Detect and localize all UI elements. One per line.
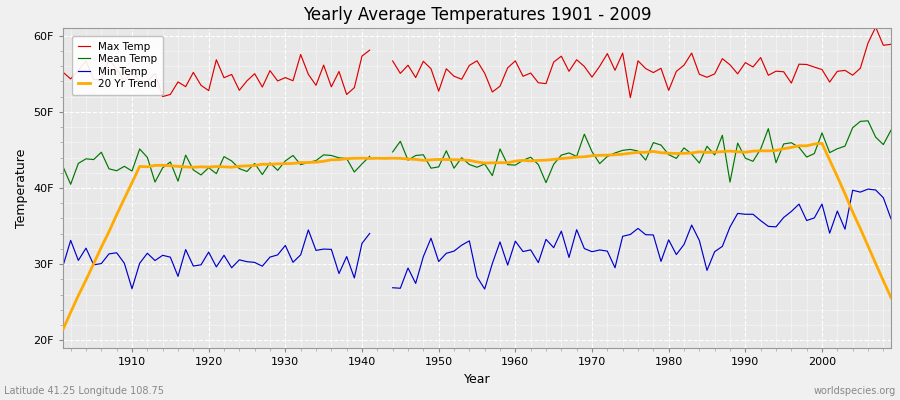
20 Yr Trend bbox=[602, 153, 613, 158]
Max Temp bbox=[119, 79, 130, 84]
Text: Latitude 41.25 Longitude 108.75: Latitude 41.25 Longitude 108.75 bbox=[4, 386, 165, 396]
Max Temp bbox=[518, 74, 528, 79]
Line: 20 Yr Trend: 20 Yr Trend bbox=[63, 143, 891, 330]
Line: Mean Temp: Mean Temp bbox=[63, 121, 891, 184]
Mean Temp bbox=[119, 164, 130, 169]
Y-axis label: Temperature: Temperature bbox=[15, 148, 28, 228]
X-axis label: Year: Year bbox=[464, 372, 490, 386]
20 Yr Trend bbox=[502, 160, 513, 165]
Max Temp bbox=[334, 69, 345, 74]
Mean Temp bbox=[609, 150, 620, 155]
Max Temp bbox=[886, 42, 896, 47]
Max Temp bbox=[510, 58, 521, 63]
Min Temp bbox=[510, 239, 521, 244]
Line: Max Temp: Max Temp bbox=[63, 27, 891, 98]
Max Temp bbox=[58, 70, 68, 75]
Max Temp bbox=[609, 68, 620, 73]
Min Temp bbox=[886, 216, 896, 221]
Legend: Max Temp, Mean Temp, Min Temp, 20 Yr Trend: Max Temp, Mean Temp, Min Temp, 20 Yr Tre… bbox=[72, 36, 163, 95]
20 Yr Trend bbox=[334, 157, 345, 162]
Title: Yearly Average Temperatures 1901 - 2009: Yearly Average Temperatures 1901 - 2009 bbox=[302, 6, 652, 24]
Mean Temp bbox=[510, 163, 521, 168]
Min Temp bbox=[334, 271, 345, 276]
Mean Temp bbox=[518, 158, 528, 163]
20 Yr Trend bbox=[288, 161, 299, 166]
20 Yr Trend bbox=[886, 295, 896, 300]
Text: worldspecies.org: worldspecies.org bbox=[814, 386, 896, 396]
Mean Temp bbox=[334, 156, 345, 160]
20 Yr Trend bbox=[58, 327, 68, 332]
Min Temp bbox=[518, 249, 528, 254]
Mean Temp bbox=[288, 153, 299, 158]
20 Yr Trend bbox=[510, 159, 521, 164]
Mean Temp bbox=[886, 128, 896, 132]
Max Temp bbox=[288, 78, 299, 83]
Min Temp bbox=[288, 260, 299, 265]
Min Temp bbox=[58, 264, 68, 268]
20 Yr Trend bbox=[816, 141, 827, 146]
Line: Min Temp: Min Temp bbox=[63, 189, 891, 289]
Mean Temp bbox=[58, 164, 68, 169]
20 Yr Trend bbox=[119, 196, 130, 201]
Min Temp bbox=[609, 265, 620, 270]
Min Temp bbox=[119, 261, 130, 266]
